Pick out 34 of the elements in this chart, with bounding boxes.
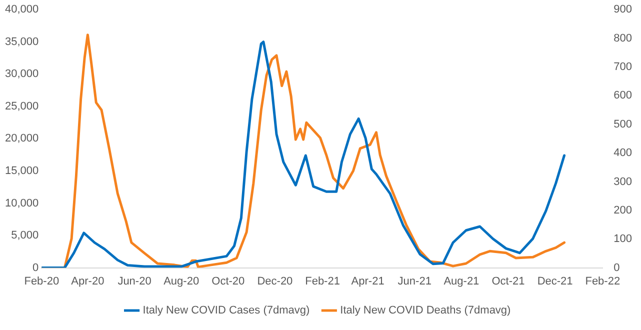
x-tick-label: Jun-20 xyxy=(118,275,152,288)
x-tick-label: Aug-21 xyxy=(444,275,480,288)
y2-tick-label: 300 xyxy=(614,176,632,188)
x-tick-label: Oct-21 xyxy=(492,275,525,288)
y-tick-label: 0 xyxy=(32,262,39,274)
x-tick-label: Apr-20 xyxy=(71,275,104,288)
y2-tick-label: 200 xyxy=(614,204,632,216)
y-tick-label: 15,000 xyxy=(4,165,39,178)
legend-label: Italy New COVID Cases (7dmavg) xyxy=(142,304,310,317)
y-tick-label: 25,000 xyxy=(4,100,39,112)
y-tick-label: 35,000 xyxy=(4,36,39,48)
y2-tick-label: 500 xyxy=(614,118,632,130)
y-tick-label: 5,000 xyxy=(11,230,39,242)
y2-tick-label: 600 xyxy=(614,90,632,102)
y2-tick-label: 100 xyxy=(614,233,632,246)
x-tick-label: Jun-21 xyxy=(398,275,432,288)
y2-tick-label: 0 xyxy=(614,262,620,274)
x-tick-label: Feb-22 xyxy=(585,275,620,288)
y2-tick-label: 400 xyxy=(614,147,632,160)
y2-tick-label: 700 xyxy=(614,61,632,74)
x-tick-label: Aug-20 xyxy=(164,275,200,288)
x-tick-label: Feb-21 xyxy=(305,275,340,288)
x-tick-label: Dec-20 xyxy=(257,275,293,288)
x-tick-label: Feb-20 xyxy=(24,275,60,288)
y-tick-label: 40,000 xyxy=(4,4,39,16)
y-tick-label: 20,000 xyxy=(4,132,39,145)
x-tick-label: Oct-20 xyxy=(212,275,245,288)
x-tick-label: Dec-21 xyxy=(537,275,573,288)
y2-tick-label: 800 xyxy=(614,32,632,44)
y2-tick-label: 900 xyxy=(614,4,632,16)
legend-label: Italy New COVID Deaths (7dmavg) xyxy=(340,304,511,317)
y-tick-label: 10,000 xyxy=(4,197,39,210)
y-tick-label: 30,000 xyxy=(4,68,39,80)
x-tick-label: Apr-21 xyxy=(351,275,384,288)
